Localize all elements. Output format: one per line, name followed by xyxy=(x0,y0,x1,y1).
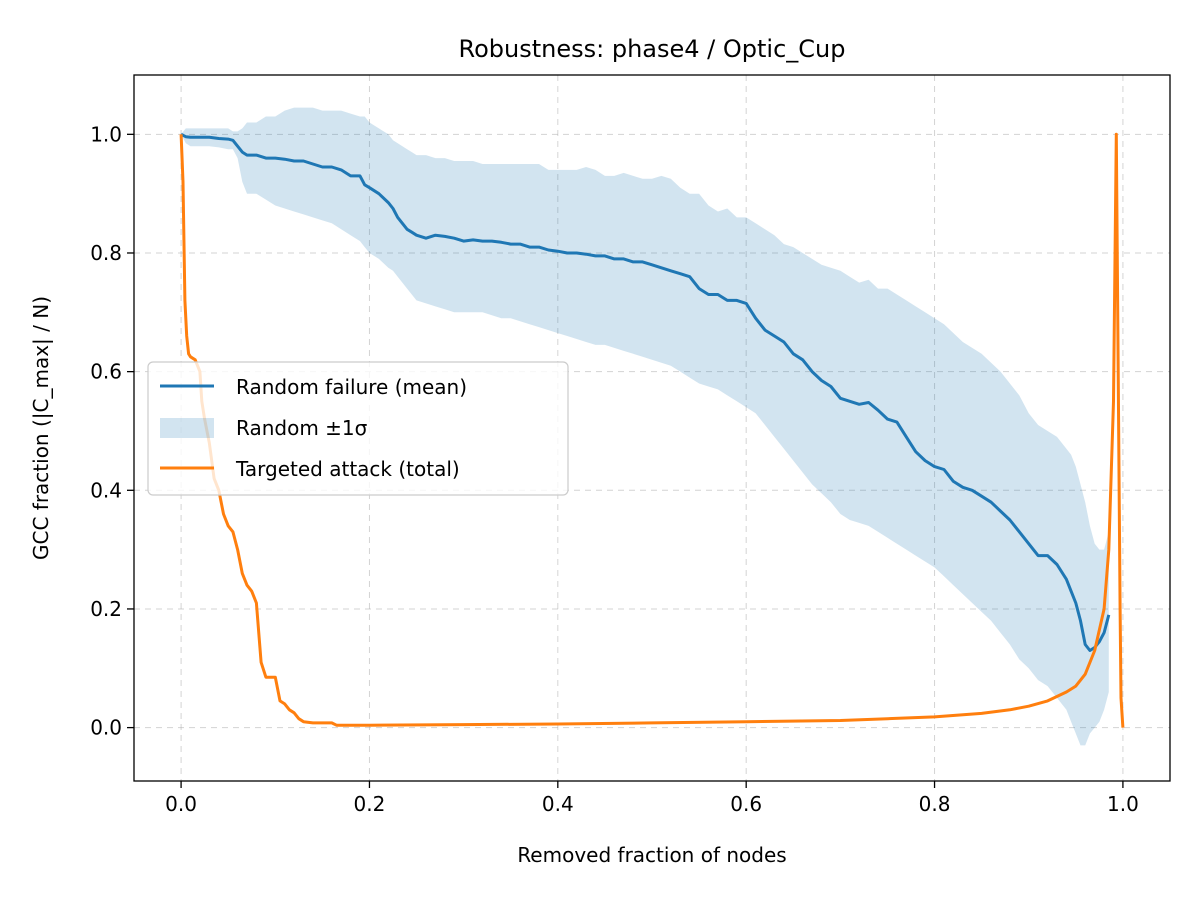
x-tick-label: 0.4 xyxy=(542,792,574,816)
legend: Random failure (mean) Random ±1σ Targete… xyxy=(147,361,569,496)
legend-label-random-mean: Random failure (mean) xyxy=(236,375,467,399)
y-tick-label: 0.4 xyxy=(90,478,122,502)
y-tick-label: 0.8 xyxy=(90,241,122,265)
x-tick-label: 0.2 xyxy=(354,792,386,816)
plot-frame xyxy=(133,74,1171,782)
band-layer xyxy=(181,107,1109,746)
y-tick-label: 1.0 xyxy=(90,122,122,146)
y-tick-label: 0.6 xyxy=(90,360,122,384)
legend-label-random-band: Random ±1σ xyxy=(236,416,368,440)
x-axis-label: Removed fraction of nodes xyxy=(517,843,786,867)
legend-swatch-random-band xyxy=(160,418,214,438)
random-std-band xyxy=(181,107,1109,746)
y-axis-label: GCC fraction (|C_max| / N) xyxy=(29,296,53,560)
x-axis-ticks: 0.0 0.2 0.4 0.6 0.8 1.0 xyxy=(165,781,1139,816)
y-tick-label: 0.0 xyxy=(90,716,122,740)
y-axis-ticks: 0.0 0.2 0.4 0.6 0.8 1.0 xyxy=(90,122,134,740)
x-tick-label: 0.8 xyxy=(919,792,951,816)
chart-title: Robustness: phase4 / Optic_Cup xyxy=(459,35,846,63)
legend-label-targeted: Targeted attack (total) xyxy=(235,457,460,481)
random-failure-mean-line xyxy=(180,132,1111,652)
x-tick-label: 0.6 xyxy=(730,792,762,816)
x-tick-label: 0.0 xyxy=(165,792,197,816)
y-tick-label: 0.2 xyxy=(90,597,122,621)
x-tick-label: 1.0 xyxy=(1107,792,1139,816)
legend-frame xyxy=(147,361,569,496)
